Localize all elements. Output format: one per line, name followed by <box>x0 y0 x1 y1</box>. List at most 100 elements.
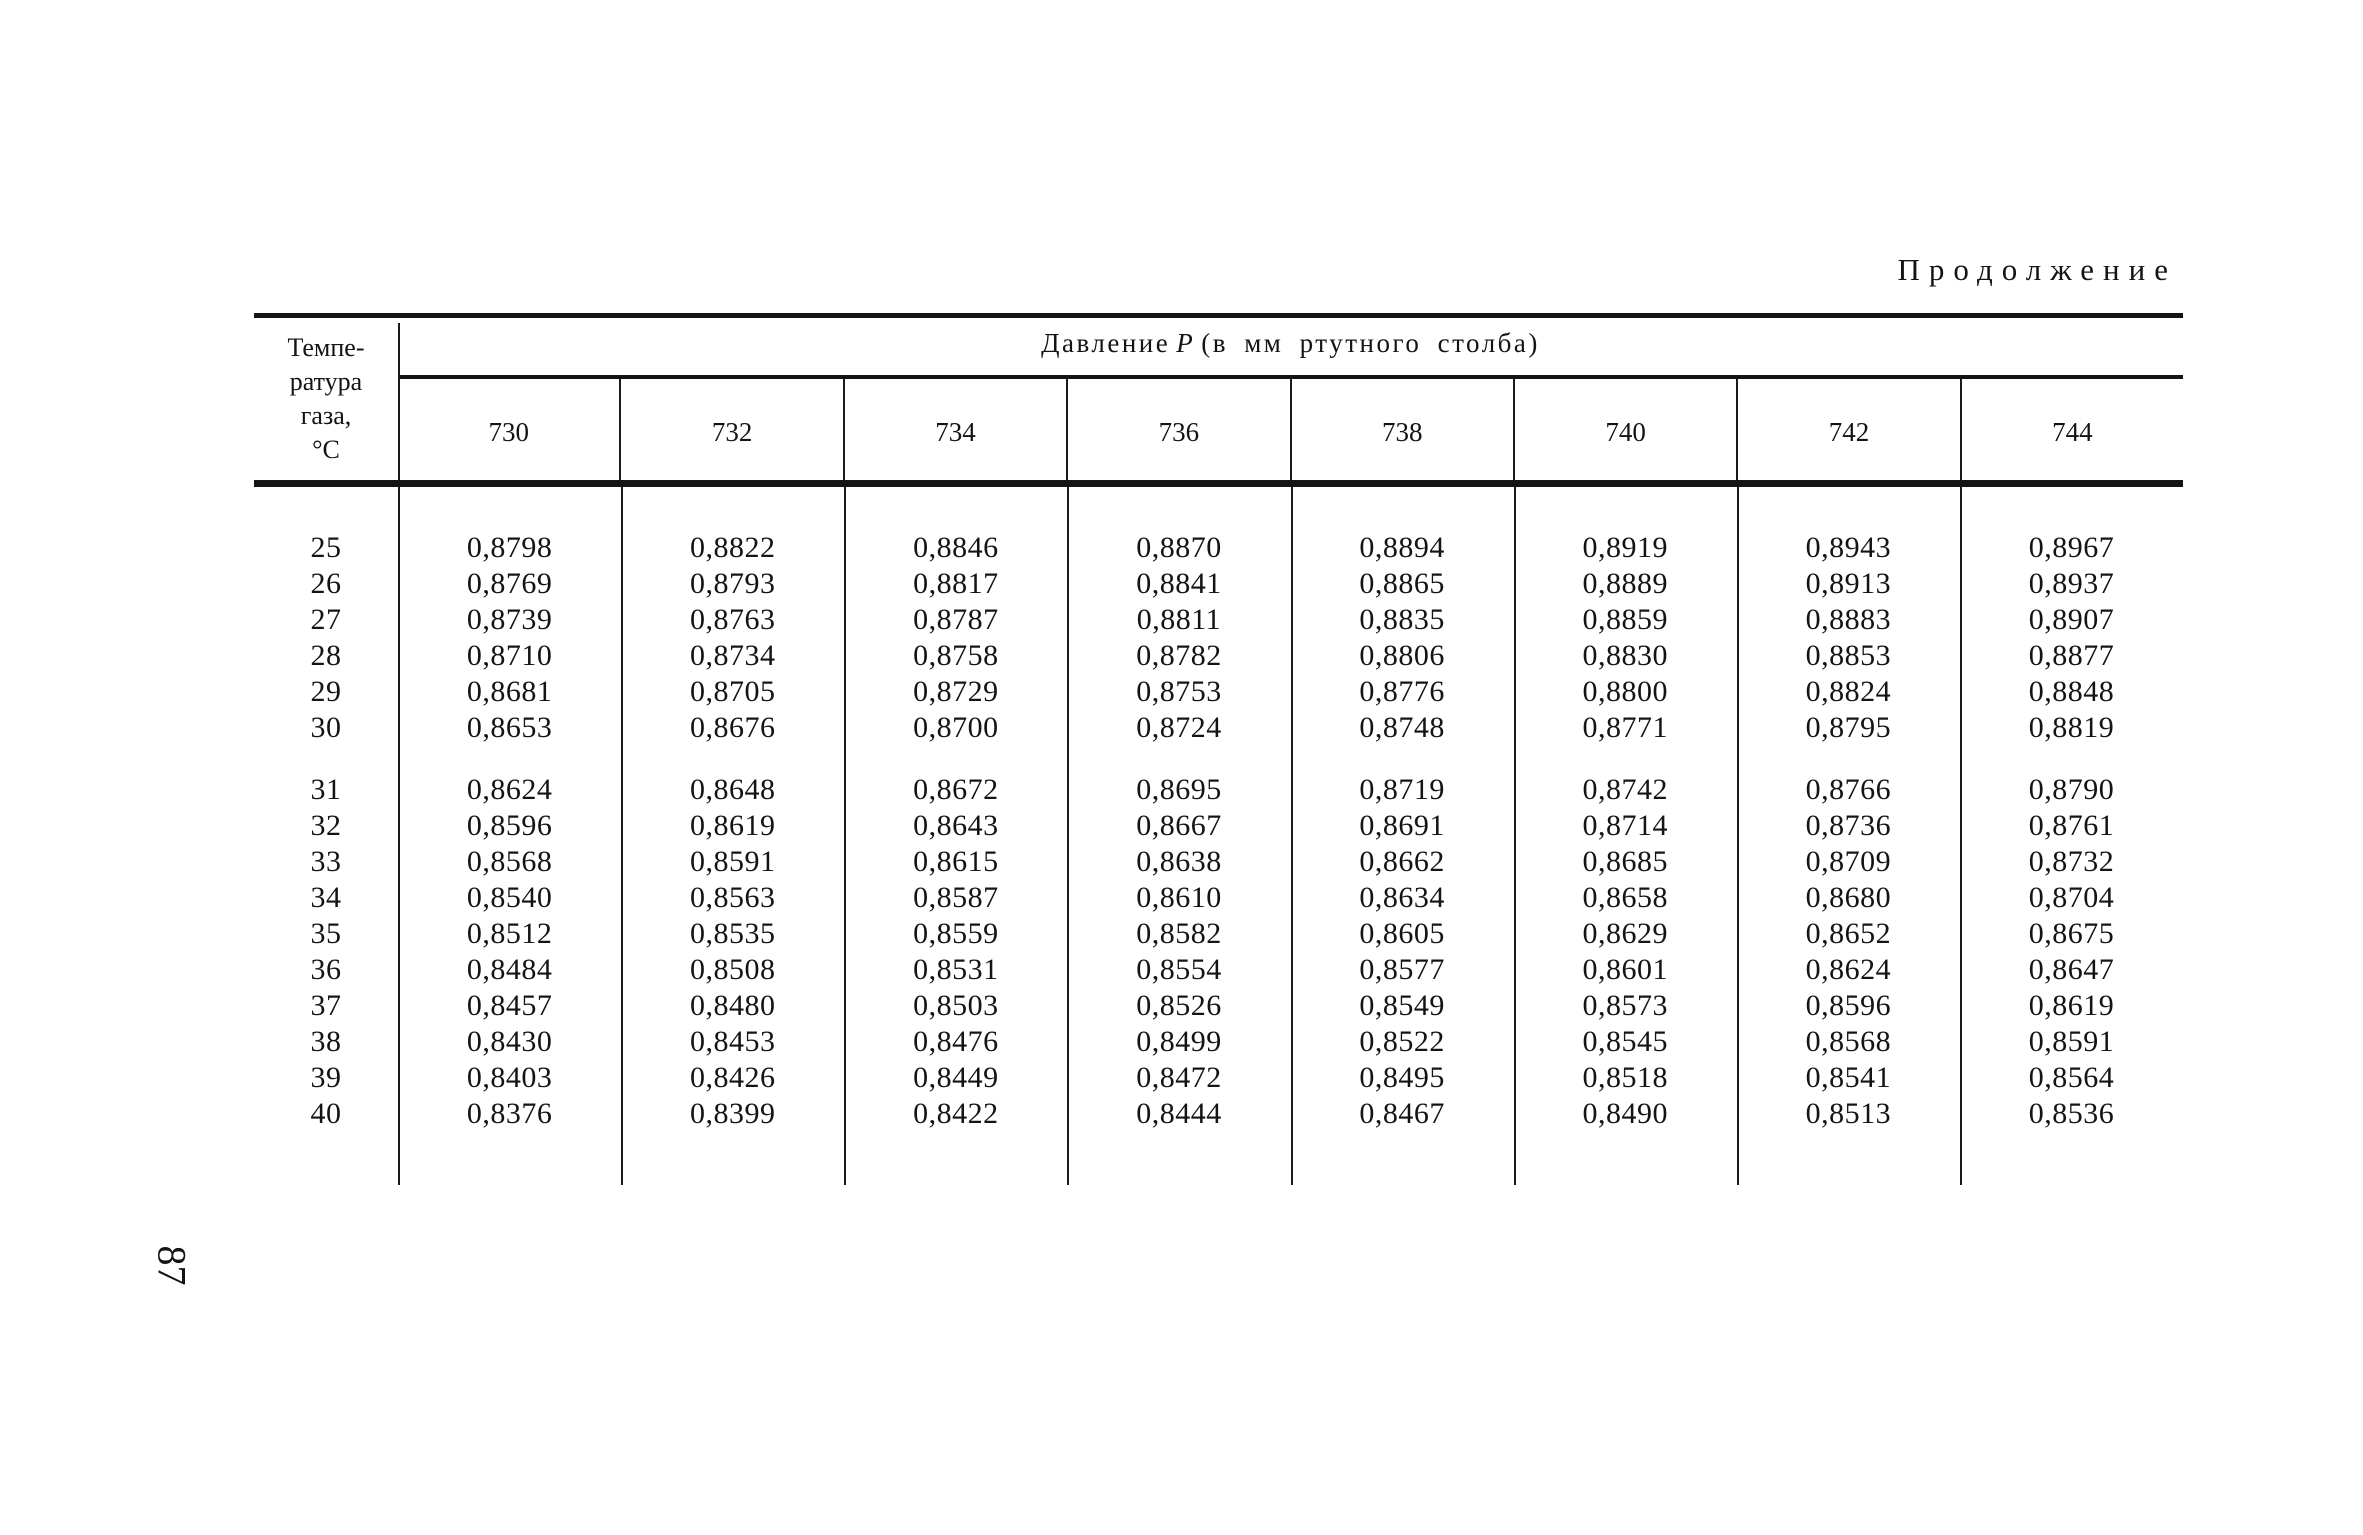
value-cell: 0,8563 <box>689 881 776 914</box>
value-cell: 0,8870 <box>1136 531 1222 564</box>
value-cell: 0,8449 <box>913 1061 999 1094</box>
value-cell: 0,8564 <box>2028 1061 2115 1094</box>
column-divider-line <box>1514 487 1516 1185</box>
value-cell: 0,8685 <box>1582 845 1668 878</box>
value-cell: 0,8467 <box>1359 1097 1445 1130</box>
value-cell: 0,8680 <box>1805 881 1892 914</box>
value-cell: 0,8676 <box>689 711 776 744</box>
temperature-cell: 34 <box>310 881 342 914</box>
value-cell: 0,8776 <box>1359 675 1445 708</box>
table-row: 33 0,8568 0,8591 0,8615 0,8638 0,8662 0,8685 0,… <box>254 844 2183 880</box>
value-cell: 0,8535 <box>689 917 776 950</box>
value-cell: 0,8430 <box>466 1025 553 1058</box>
value-cell: 0,8484 <box>466 953 553 986</box>
value-cell: 0,8739 <box>466 603 553 636</box>
value-cell: 0,8610 <box>1136 881 1222 914</box>
table-row: 39 0,8403 0,8426 0,8449 0,8472 0,8495 0,8518 0,… <box>254 1060 2183 1096</box>
value-cell: 0,8736 <box>1805 809 1892 842</box>
table-row: 28 0,8710 0,8734 0,8758 0,8782 0,8806 0,8830 0,… <box>254 638 2183 674</box>
value-cell: 0,8848 <box>2028 675 2115 708</box>
pressure-column-header: 744 <box>1959 379 2183 485</box>
value-cell: 0,8846 <box>913 531 999 564</box>
value-cell: 0,8748 <box>1359 711 1445 744</box>
column-divider-line <box>844 487 846 1185</box>
value-cell: 0,8709 <box>1805 845 1892 878</box>
value-cell: 0,8634 <box>1359 881 1445 914</box>
temperature-cell: 35 <box>310 917 342 950</box>
value-cell: 0,8943 <box>1805 531 1892 564</box>
value-cell: 0,8798 <box>466 531 553 564</box>
header-bottom-rule <box>254 480 2183 487</box>
value-cell: 0,8937 <box>2028 567 2115 600</box>
temperature-cell: 26 <box>310 567 342 600</box>
value-cell: 0,8835 <box>1359 603 1445 636</box>
value-cell: 0,8376 <box>466 1097 553 1130</box>
value-cell: 0,8549 <box>1359 989 1445 1022</box>
pressure-column-header: 732 <box>619 379 842 485</box>
value-cell: 0,8883 <box>1805 603 1892 636</box>
value-cell: 0,8652 <box>1805 917 1892 950</box>
value-cell: 0,8457 <box>466 989 553 1022</box>
pressure-column-headers: 730 732 734 736 738 740 742 744 <box>398 379 2183 485</box>
value-cell: 0,8624 <box>1805 953 1892 986</box>
value-cell: 0,8536 <box>2028 1097 2115 1130</box>
value-cell: 0,8512 <box>466 917 553 950</box>
table-body-rows: 25 0,8798 0,8822 0,8846 0,8870 0,8894 0,8919 0,… <box>254 530 2183 1132</box>
value-cell: 0,8619 <box>2028 989 2115 1022</box>
pressure-column-header: 734 <box>842 379 1066 485</box>
temperature-cell: 37 <box>310 989 342 1022</box>
value-cell: 0,8596 <box>1805 989 1892 1022</box>
table-row: 30 0,8653 0,8676 0,8700 0,8724 0,8748 0,8771 0,… <box>254 710 2183 746</box>
value-cell: 0,8508 <box>689 953 776 986</box>
value-cell: 0,8787 <box>913 603 999 636</box>
temperature-cell: 27 <box>310 603 342 636</box>
value-cell: 0,8742 <box>1582 773 1668 806</box>
value-cell: 0,8629 <box>1582 917 1668 950</box>
value-cell: 0,8729 <box>913 675 999 708</box>
value-cell: 0,8782 <box>1136 639 1222 672</box>
pressure-temperature-table: Темпе- ратура газа, °С Давление P (в мм рт… <box>254 313 2183 1185</box>
value-cell: 0,8913 <box>1805 567 1892 600</box>
value-cell: 0,8710 <box>466 639 553 672</box>
value-cell: 0,8559 <box>913 917 999 950</box>
value-cell: 0,8582 <box>1136 917 1222 950</box>
value-cell: 0,8771 <box>1582 711 1668 744</box>
pressure-column-header: 738 <box>1289 379 1513 485</box>
value-cell: 0,8568 <box>466 845 553 878</box>
value-cell: 0,8822 <box>689 531 776 564</box>
value-cell: 0,8503 <box>913 989 999 1022</box>
value-cell: 0,8806 <box>1359 639 1445 672</box>
value-cell: 0,8518 <box>1582 1061 1668 1094</box>
value-cell: 0,8444 <box>1136 1097 1222 1130</box>
value-cell: 0,8653 <box>466 711 553 744</box>
value-cell: 0,8894 <box>1359 531 1445 564</box>
temperature-cell: 25 <box>310 531 342 564</box>
pressure-symbol: P <box>1176 328 1196 358</box>
pressure-column-header: 740 <box>1512 379 1736 485</box>
value-cell: 0,8577 <box>1359 953 1445 986</box>
value-cell: 0,8714 <box>1582 809 1668 842</box>
column-divider-line <box>1291 487 1293 1185</box>
value-cell: 0,8480 <box>689 989 776 1022</box>
value-cell: 0,8624 <box>466 773 553 806</box>
value-cell: 0,8907 <box>2028 603 2115 636</box>
value-cell: 0,8541 <box>1805 1061 1892 1094</box>
column-divider-line <box>621 487 623 1185</box>
pressure-column-header: 742 <box>1736 379 1959 485</box>
value-cell: 0,8793 <box>689 567 776 600</box>
value-cell: 0,8522 <box>1359 1025 1445 1058</box>
value-cell: 0,8817 <box>913 567 999 600</box>
value-cell: 0,8667 <box>1136 809 1222 842</box>
value-cell: 0,8568 <box>1805 1025 1892 1058</box>
value-cell: 0,8643 <box>913 809 999 842</box>
table-row: 37 0,8457 0,8480 0,8503 0,8526 0,8549 0,8573 0,… <box>254 988 2183 1024</box>
temperature-cell: 40 <box>310 1097 342 1130</box>
pressure-group-header-suffix: (в мм ртутного столба) <box>1201 328 1540 358</box>
temperature-cell: 38 <box>310 1025 342 1058</box>
value-cell: 0,8540 <box>466 881 553 914</box>
temperature-cell: 39 <box>310 1061 342 1094</box>
value-cell: 0,8800 <box>1582 675 1668 708</box>
pressure-group-header-prefix: Давление <box>1041 328 1171 358</box>
pressure-column-header: 730 <box>488 416 529 447</box>
value-cell: 0,8426 <box>689 1061 776 1094</box>
